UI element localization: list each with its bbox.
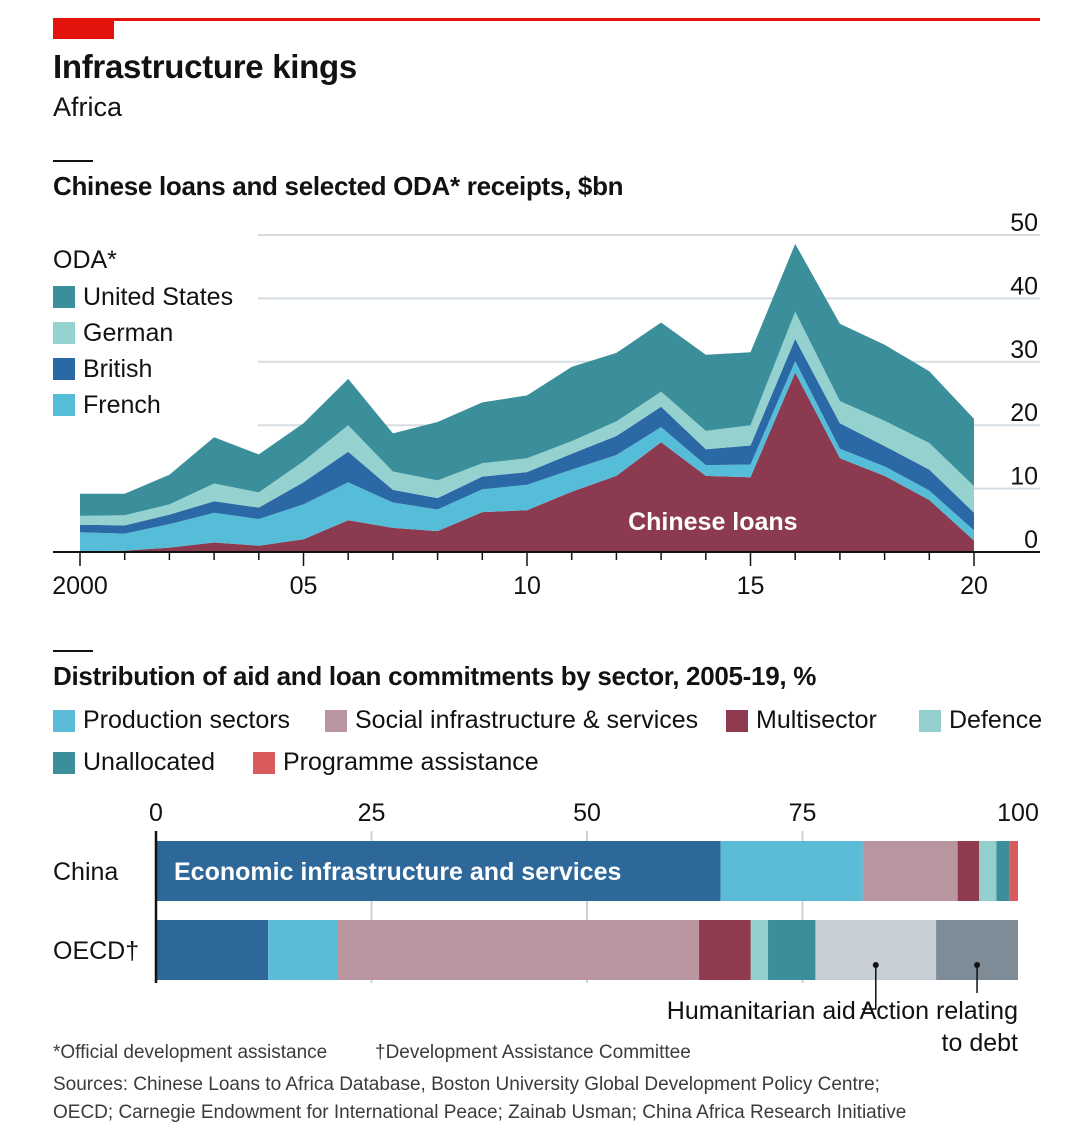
legend-swatch-united-states xyxy=(53,286,75,308)
legend-swatch-unallocated xyxy=(53,751,75,774)
area-series-british xyxy=(80,339,974,534)
bar-x-tick-label-50: 50 xyxy=(573,799,601,827)
legend-swatch-production xyxy=(53,709,75,732)
legend-label-defence: Defence xyxy=(949,706,1043,734)
bar-segment-oecd-production-sectors xyxy=(268,920,338,980)
y-tick-label-0: 0 xyxy=(1024,526,1038,554)
bar-segment-china-economic-infrastructure-and-services xyxy=(156,841,721,901)
annotation-chinese-loans: Chinese loans xyxy=(628,508,798,536)
annotation-economic-infrastructure: Economic infrastructure and services xyxy=(174,858,621,886)
x-tick-label-2000: 2000 xyxy=(52,572,108,600)
section-rule-bar xyxy=(53,650,93,652)
legend-item-production: Production sectors xyxy=(53,706,290,735)
legend-label-unallocated: Unallocated xyxy=(83,748,216,776)
x-tick-label-2010: 10 xyxy=(513,572,541,600)
area-series-french xyxy=(80,361,974,552)
bar-segment-china-multisector xyxy=(957,841,980,901)
legend-item-french: French xyxy=(53,387,233,423)
area-series-german xyxy=(80,311,974,526)
footnote-dac: †Development Assistance Committee xyxy=(375,1042,691,1063)
bar-segment-oecd-multisector xyxy=(699,920,751,980)
humanitarian-leader-line xyxy=(861,965,877,1010)
chart-subtitle: Africa xyxy=(53,92,123,122)
legend-item-british: British xyxy=(53,351,233,387)
legend-item-defence: Defence xyxy=(919,706,1042,735)
bar-category-label-china: China xyxy=(53,858,118,886)
footnote-oda: *Official development assistance xyxy=(53,1042,328,1063)
bar-segment-china-defence xyxy=(979,841,997,901)
legend-item-multisector: Multisector xyxy=(726,706,877,735)
legend-label-british: British xyxy=(83,354,153,383)
section-rule-area xyxy=(53,160,93,162)
legend-label-german: German xyxy=(83,318,174,347)
x-tick-label-2005: 05 xyxy=(290,572,318,600)
legend-swatch-british xyxy=(53,358,75,380)
bar-x-tick-label-100: 100 xyxy=(997,799,1039,827)
bar-x-tick-label-75: 75 xyxy=(789,799,817,827)
sources-line-2: OECD; Carnegie Endowment for Internation… xyxy=(53,1102,907,1123)
header-red-rule xyxy=(53,18,1040,21)
y-tick-label-30: 30 xyxy=(1010,336,1038,364)
legend-label-united-states: United States xyxy=(83,282,234,311)
legend-item-programme: Programme assistance xyxy=(253,748,539,777)
annotation-debt-line-2: to debt xyxy=(942,1029,1019,1057)
oda-legend: ODA* United States German British French xyxy=(53,246,233,423)
bar-segment-oecd-defence xyxy=(750,920,769,980)
area-chart-title: Chinese loans and selected ODA* receipts… xyxy=(53,171,624,201)
area-chart: 0 10 20 30 40 50 2000 05 10 15 20 Chinese loans xyxy=(52,209,1040,600)
legend-label-social: Social infrastructure & services xyxy=(355,706,699,734)
x-tick-label-2020: 20 xyxy=(960,572,988,600)
bar-segment-china-unallocated xyxy=(996,841,1010,901)
legend-item-german: German xyxy=(53,315,233,351)
annotation-humanitarian-aid: Humanitarian aid xyxy=(667,997,856,1025)
bar-segment-oecd-unallocated xyxy=(768,920,816,980)
legend-swatch-programme xyxy=(253,751,275,774)
bar-segment-oecd-social-infrastructure-services xyxy=(337,920,700,980)
header-red-tab xyxy=(53,18,114,39)
bar-segment-china-programme-assistance xyxy=(1009,841,1018,901)
bar-x-tick-label-25: 25 xyxy=(358,799,386,827)
legend-item-social: Social infrastructure & services xyxy=(325,706,698,735)
legend-swatch-defence xyxy=(919,709,941,732)
chart-title: Infrastructure kings xyxy=(53,48,357,85)
bar-x-tick-label-0: 0 xyxy=(149,799,163,827)
x-tick-label-2015: 15 xyxy=(737,572,765,600)
sources-line-1: Sources: Chinese Loans to Africa Databas… xyxy=(53,1074,880,1095)
legend-label-production: Production sectors xyxy=(83,706,291,734)
legend-swatch-multisector xyxy=(726,709,748,732)
area-series-united-states xyxy=(80,243,974,516)
bar-segment-china-production-sectors xyxy=(720,841,863,901)
legend-item-united-states: United States xyxy=(53,279,233,315)
bar-segment-china-social-infrastructure-services xyxy=(862,841,958,901)
annotation-debt-line-1: Action relating xyxy=(860,997,1018,1025)
legend-label-french: French xyxy=(83,390,161,419)
legend-swatch-social xyxy=(325,709,347,732)
area-series-chinese-loans xyxy=(80,372,974,552)
y-tick-label-10: 10 xyxy=(1010,463,1038,491)
bar-chart: 0 25 50 75 100 China OECD† Economic infrastruct… xyxy=(53,799,1039,1057)
y-tick-label-50: 50 xyxy=(1010,209,1038,237)
bar-chart-title: Distribution of aid and loan commitments… xyxy=(53,661,817,691)
y-tick-label-20: 20 xyxy=(1010,399,1038,427)
legend-label-programme: Programme assistance xyxy=(283,748,539,776)
oda-legend-title: ODA* xyxy=(53,246,117,274)
legend-swatch-german xyxy=(53,322,75,344)
legend-swatch-french xyxy=(53,394,75,416)
legend-label-multisector: Multisector xyxy=(756,706,877,734)
bar-segment-oecd-economic-infrastructure-and-services xyxy=(156,920,269,980)
y-tick-label-40: 40 xyxy=(1010,272,1038,300)
legend-item-unallocated: Unallocated xyxy=(53,748,215,777)
bar-category-label-oecd: OECD† xyxy=(53,937,139,965)
